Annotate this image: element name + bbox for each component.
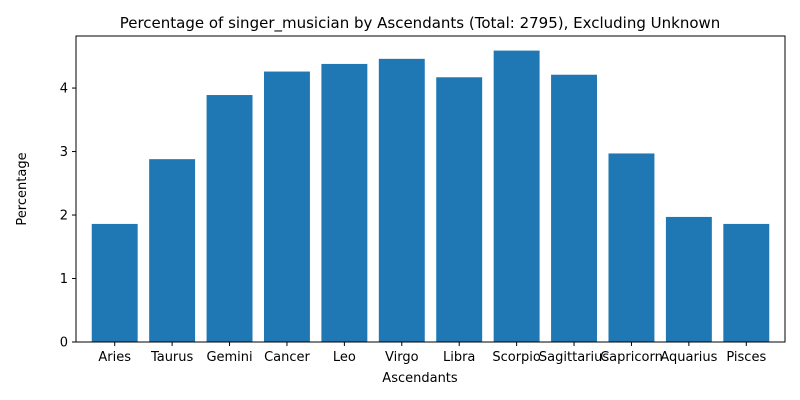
x-tick-label: Sagittarius [539,350,609,365]
bar-pisces [723,224,769,342]
x-tick-label: Cancer [264,350,310,365]
chart-title: Percentage of singer_musician by Ascenda… [120,14,721,33]
y-tick-label: 1 [60,272,68,287]
x-tick-label: Scorpio [492,350,541,365]
bar-aries [92,224,138,342]
x-tick-label: Virgo [385,350,419,365]
bar-virgo [379,59,425,342]
bar-cancer [264,72,310,342]
x-tick-label: Pisces [726,350,766,365]
x-tick-label: Capricorn [600,350,663,365]
bar-gemini [207,95,253,342]
y-tick-label: 0 [60,336,68,351]
x-tick-label: Leo [333,350,356,365]
y-tick-label: 4 [60,82,68,97]
x-ticks-group: Aries Taurus Gemini Cancer Leo Virgo Libra Scor… [98,342,766,365]
x-tick-label: Aquarius [660,350,717,365]
x-tick-label: Gemini [206,350,252,365]
y-axis-label: Percentage [15,152,30,225]
y-tick-label: 2 [60,209,68,224]
bar-leo [321,64,367,342]
bar-sagittarius [551,75,597,342]
y-tick-label: 3 [60,145,68,160]
x-tick-label: Aries [98,350,131,365]
bar-aquarius [666,217,712,342]
bar-scorpio [494,51,540,342]
bar-libra [436,77,482,342]
x-tick-label: Libra [443,350,475,365]
x-tick-label: Taurus [150,350,194,365]
bar-capricorn [608,153,654,342]
y-ticks-group: 0 1 2 3 4 [60,82,76,351]
bar-taurus [149,159,195,342]
x-axis-label: Ascendants [382,371,458,386]
bars-group [92,51,770,342]
